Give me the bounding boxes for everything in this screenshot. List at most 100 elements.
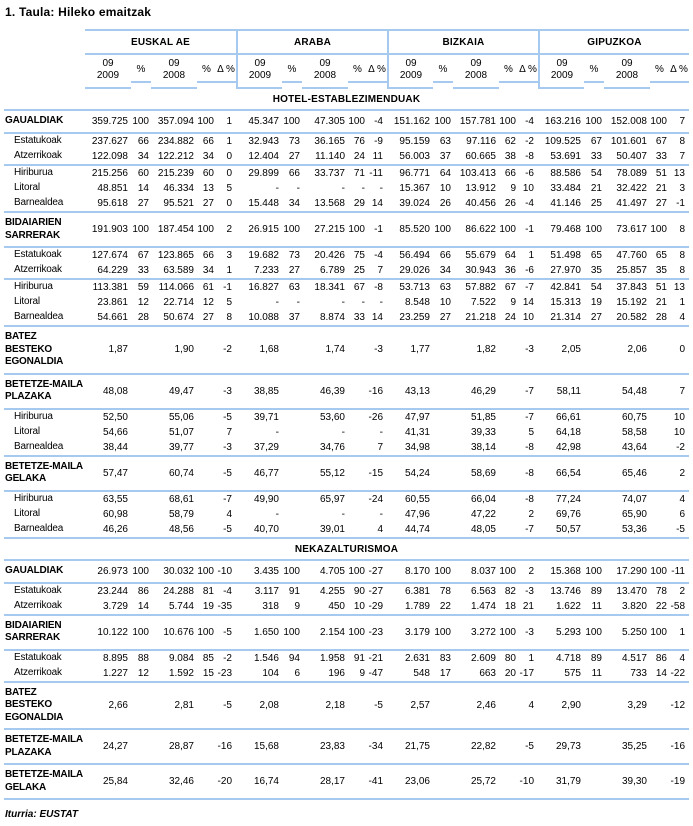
region-header: EUSKAL AE <box>85 29 236 55</box>
row-label: Hiriburua <box>14 410 53 422</box>
row-label: Atzerrikoak <box>14 264 62 276</box>
cell: 100 <box>283 626 300 638</box>
cell: 1 <box>226 265 232 276</box>
cell: -5 <box>223 523 232 535</box>
cell: 55.679 <box>465 250 496 261</box>
cell: -23 <box>217 667 232 679</box>
cell: 17 <box>439 667 451 679</box>
cell: 64 <box>439 168 451 179</box>
cell: 33 <box>655 151 667 162</box>
cell: -8 <box>525 441 534 453</box>
cell: - <box>275 183 279 194</box>
row-label: Estatukoak <box>14 584 62 596</box>
table-row: GAUALDIAK 26.973 100 30.032 100 -10 3.435 100 4.… <box>4 561 689 582</box>
cell: 10 <box>673 411 685 423</box>
cell: 100 <box>197 116 214 127</box>
table-row: Litoral 54,66 51,07 7 - - - 41,31 39,33 5 64,18 58,… <box>4 425 689 440</box>
cell: 4 <box>377 523 383 535</box>
cell: 27 <box>137 198 149 209</box>
cell: 66 <box>504 168 516 179</box>
cell: 237.627 <box>91 136 128 147</box>
cell: -1 <box>676 198 685 209</box>
cell: 15.192 <box>616 297 647 308</box>
cell: 63,55 <box>102 493 128 505</box>
cell: 38 <box>504 151 516 162</box>
cell: 17.290 <box>616 565 647 577</box>
cell: 66,04 <box>470 493 496 505</box>
table-row: Barnealdea 54.661 28 50.674 27 8 10.088 37 8.874… <box>4 310 689 325</box>
cell: -7 <box>223 493 232 505</box>
cell: 4 <box>679 652 685 664</box>
cell: -7 <box>525 523 534 535</box>
cell: 47.305 <box>314 116 345 127</box>
cell: 100 <box>434 116 451 127</box>
cell: 123.865 <box>157 250 194 261</box>
cell: 100 <box>197 224 214 235</box>
cell: 13 <box>202 183 214 194</box>
column-header: 09 2008 <box>302 55 348 89</box>
cell: 318 <box>262 600 279 612</box>
cell: 26 <box>504 198 516 209</box>
cell: 15.367 <box>399 183 430 194</box>
cell: 14 <box>137 183 149 194</box>
cell: 1.958 <box>319 652 345 664</box>
cell: 5 <box>528 426 534 438</box>
cell: 2.631 <box>404 652 430 664</box>
cell: -2 <box>223 652 232 664</box>
cell: 234.882 <box>157 136 194 147</box>
cell: 22 <box>655 600 667 612</box>
cell: 49,90 <box>253 493 279 505</box>
cell: 12 <box>202 297 214 308</box>
cell: 38,14 <box>470 441 496 453</box>
cell: 27.970 <box>550 265 581 276</box>
cell: 85.520 <box>399 224 430 235</box>
cell: 25,72 <box>470 776 496 787</box>
cell: - <box>361 297 365 308</box>
cell: 2 <box>679 467 685 479</box>
cell: 29.899 <box>248 168 279 179</box>
column-header: % <box>499 61 518 83</box>
cell: 27 <box>655 198 667 209</box>
cell: 1,87 <box>108 344 128 356</box>
table-row: BATEZ BESTEKO EGONALDIA 2,66 2,81 -5 2,08 2,1… <box>4 680 689 729</box>
table-row: Atzerrikoak 1.227 12 1.592 15 -23 104 6 196 9 -47 5… <box>4 666 689 681</box>
cell: 15 <box>202 667 214 679</box>
cell: 60,75 <box>621 411 647 423</box>
row-label: Estatukoak <box>14 651 62 663</box>
cell: 109.525 <box>544 136 581 147</box>
row-label: Barnealdea <box>14 311 64 323</box>
cell: 2,06 <box>627 344 647 356</box>
cell: 48.851 <box>97 183 128 194</box>
cell: 23,06 <box>404 776 430 787</box>
cell: 66,54 <box>555 467 581 479</box>
cell: 15.313 <box>550 297 581 308</box>
cell: 3.820 <box>621 600 647 612</box>
cell: 122.212 <box>157 151 194 162</box>
cell: 100 <box>132 224 149 235</box>
cell: 60,74 <box>168 467 194 479</box>
cell: -1 <box>525 224 534 235</box>
cell: 46,77 <box>253 467 279 479</box>
cell: 4.255 <box>319 585 345 597</box>
cell: 8.895 <box>102 652 128 664</box>
cell: - <box>379 183 383 194</box>
cell: 35 <box>655 265 667 276</box>
table-row: Barnealdea 95.618 27 95.521 27 0 15.448 34 13.56… <box>4 196 689 211</box>
cell: 13.746 <box>550 585 581 597</box>
cell: 40,70 <box>253 523 279 535</box>
cell: - <box>275 297 279 308</box>
cell: -3 <box>525 344 534 356</box>
cell: 67 <box>655 136 667 147</box>
cell: 47,97 <box>404 411 430 423</box>
cell: -11 <box>369 168 383 179</box>
cell: 1,77 <box>410 344 430 356</box>
table-row: Hiriburua 215.256 60 215.239 60 0 29.899 66 33.7… <box>4 164 689 181</box>
cell: 34 <box>202 151 214 162</box>
cell: -22 <box>670 667 685 679</box>
cell: -47 <box>368 667 383 679</box>
cell: 215.256 <box>91 168 128 179</box>
cell: 27.215 <box>314 224 345 235</box>
cell: 100 <box>348 626 365 638</box>
cell: 55,06 <box>168 411 194 423</box>
cell: 25 <box>353 265 365 276</box>
